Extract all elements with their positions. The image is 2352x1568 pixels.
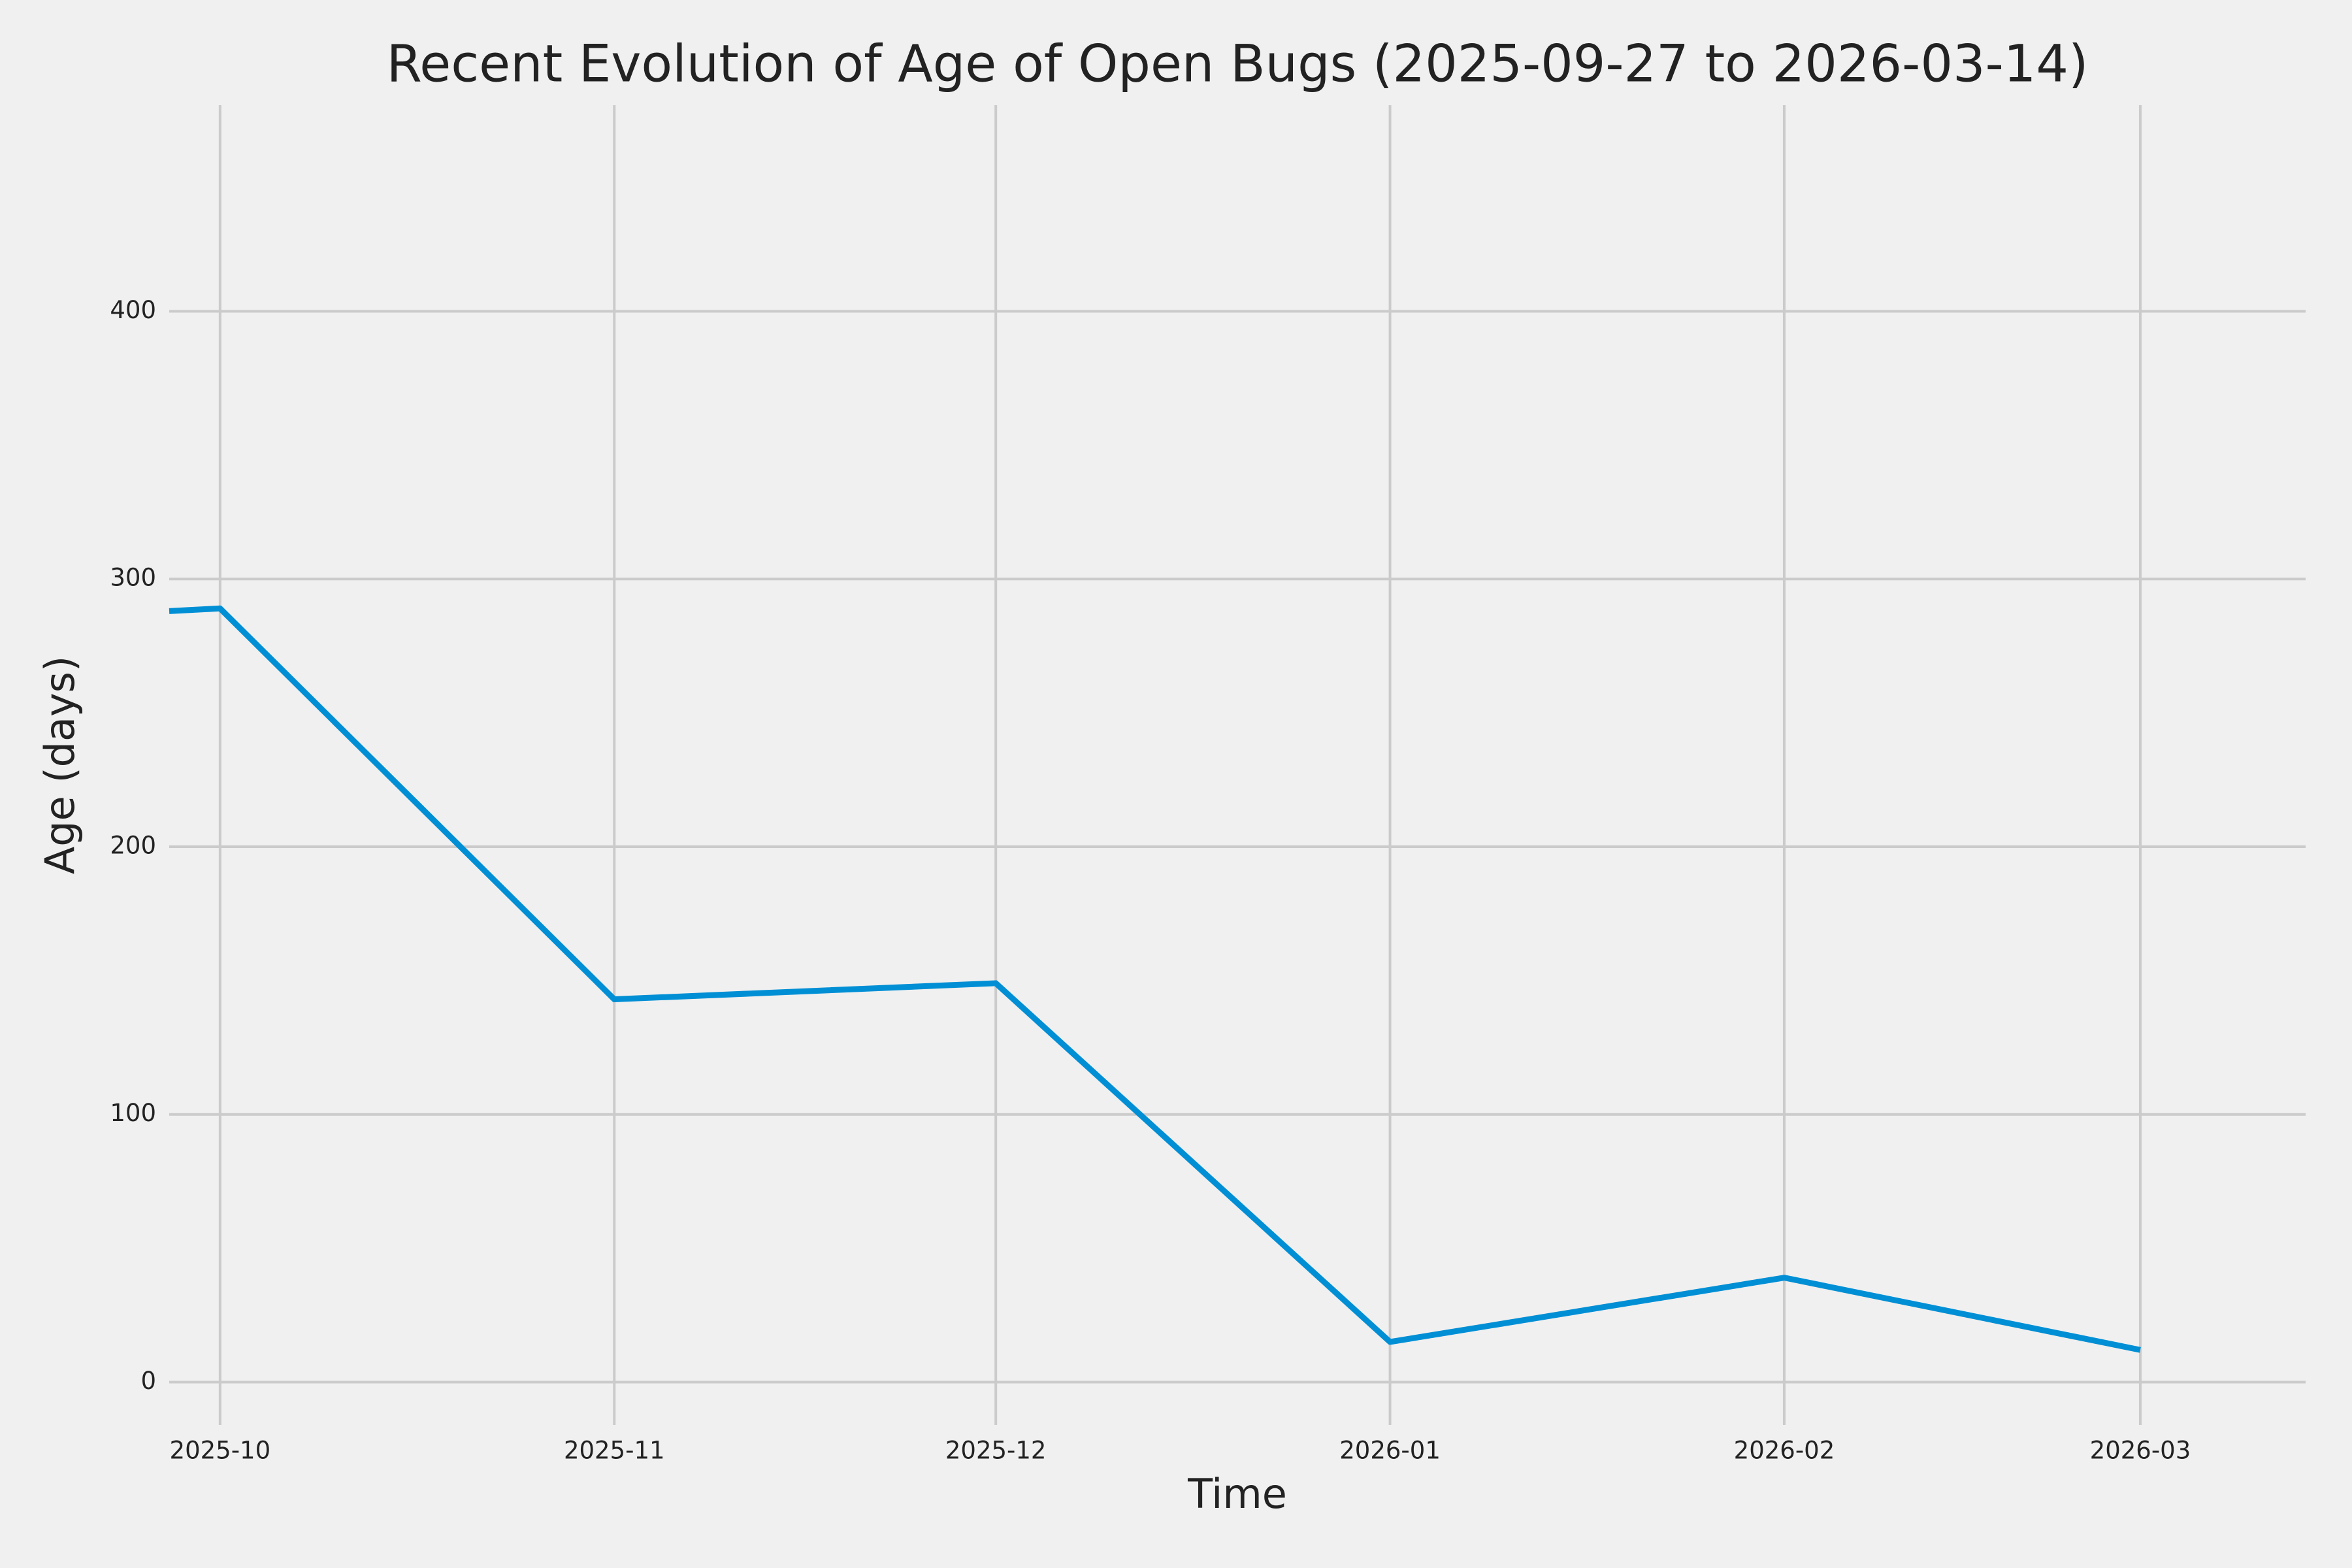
y-tick-label: 0 — [140, 1367, 156, 1395]
y-tick-label: 200 — [110, 831, 156, 859]
y-tick-label: 400 — [110, 296, 156, 324]
x-tick-label: 2026-01 — [1339, 1437, 1441, 1465]
x-tick-label: 2026-02 — [1734, 1437, 1835, 1465]
x-tick-label: 2025-11 — [564, 1437, 665, 1465]
data-line — [169, 605, 2141, 1353]
x-tick-label: 2025-12 — [945, 1437, 1047, 1465]
x-tick-label: 2026-03 — [2090, 1437, 2191, 1465]
chart-title: Recent Evolution of Age of Open Bugs (20… — [387, 35, 2089, 93]
x-tick-label: 2025-10 — [170, 1437, 271, 1465]
y-axis-label: Age (days) — [36, 656, 84, 874]
y-tick-label: 300 — [110, 564, 156, 592]
y-tick-label: 100 — [110, 1099, 156, 1127]
x-axis-label: Time — [1187, 1470, 1287, 1518]
